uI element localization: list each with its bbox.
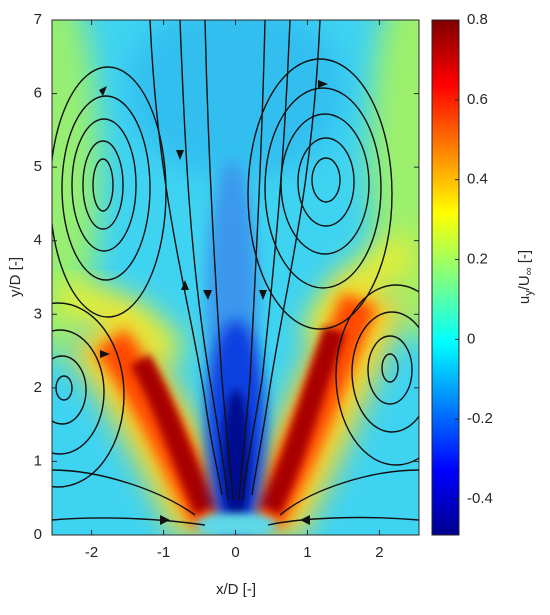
colorbar-tick-label: -0.2: [467, 410, 493, 427]
y-tick-label: 3: [34, 305, 42, 322]
x-tick-label: -2: [85, 544, 98, 561]
field: [52, 20, 419, 535]
y-tick-label: 0: [34, 526, 42, 543]
colorbar-tick-label: 0.6: [467, 91, 488, 108]
x-tick-label: 0: [231, 544, 239, 561]
x-axis-label: x/D [-]: [216, 581, 256, 598]
y-axis-label: y/D [-]: [7, 257, 24, 297]
colorbar-tick-label: 0.2: [467, 251, 488, 268]
y-tick-label: 7: [34, 11, 42, 28]
y-tick-label: 4: [34, 232, 42, 249]
cbar-label-part: y: [523, 290, 535, 296]
x-tick-label: -1: [157, 544, 170, 561]
y-tick-label: 1: [34, 452, 42, 469]
colorbar-tick-label: 0.4: [467, 171, 488, 188]
streamline-arrows: [99, 80, 328, 525]
colorbar: [431, 19, 460, 536]
streamlines: [52, 20, 419, 526]
colorbar-tick-label: 0: [467, 330, 475, 347]
y-tick-label: 2: [34, 379, 42, 396]
cbar-label-part: /U: [516, 275, 533, 290]
cbar-label-part: ∞: [523, 267, 535, 275]
cbar-label-part: u: [516, 296, 533, 304]
y-tick-label: 5: [34, 158, 42, 175]
colorbar-tick-label: 0.8: [467, 11, 488, 28]
y-tick-label: 6: [34, 85, 42, 102]
x-tick-label: 1: [303, 544, 311, 561]
colorbar-tick-label: -0.4: [467, 490, 493, 507]
cbar-label-part: [-]: [516, 250, 533, 268]
colorbar-label: uy/U∞ [-]: [516, 250, 535, 304]
x-tick-label: 2: [375, 544, 383, 561]
